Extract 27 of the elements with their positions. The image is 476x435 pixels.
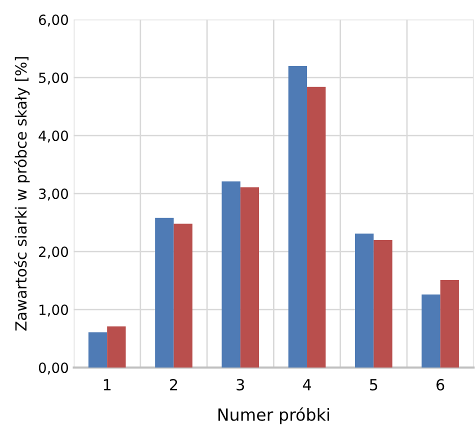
x-tick-label: 2 xyxy=(170,378,178,390)
bar xyxy=(222,181,240,368)
x-tick-label: 5 xyxy=(370,379,378,391)
x-tick-label: 1 xyxy=(104,379,111,390)
bar xyxy=(374,240,392,368)
bar xyxy=(440,280,459,368)
x-tick-label: 4 xyxy=(302,379,312,390)
y-tick-label: 0,00 xyxy=(38,362,68,374)
y-tick-label: 1,00 xyxy=(40,304,68,316)
bar xyxy=(107,326,126,368)
y-tick-label: 4,00 xyxy=(38,130,68,142)
y-tick-label: 3,00 xyxy=(39,188,68,200)
bar xyxy=(288,66,308,368)
x-axis-title: Numer próbki xyxy=(218,407,330,424)
bar xyxy=(174,224,192,368)
bar xyxy=(240,187,260,368)
y-tick-label: 5,00 xyxy=(39,72,68,84)
bar xyxy=(88,332,108,368)
x-tick-label: 6 xyxy=(436,378,444,391)
bar xyxy=(422,294,440,368)
bar xyxy=(155,218,174,368)
bar xyxy=(355,234,374,368)
bar xyxy=(307,86,326,368)
x-tick-label: 3 xyxy=(236,378,244,391)
y-tick-label: 2,00 xyxy=(39,246,68,258)
y-tick-label: 6,00 xyxy=(38,14,68,26)
y-axis-title: Zawartośc siarki w próbce skały [%] xyxy=(14,57,30,331)
